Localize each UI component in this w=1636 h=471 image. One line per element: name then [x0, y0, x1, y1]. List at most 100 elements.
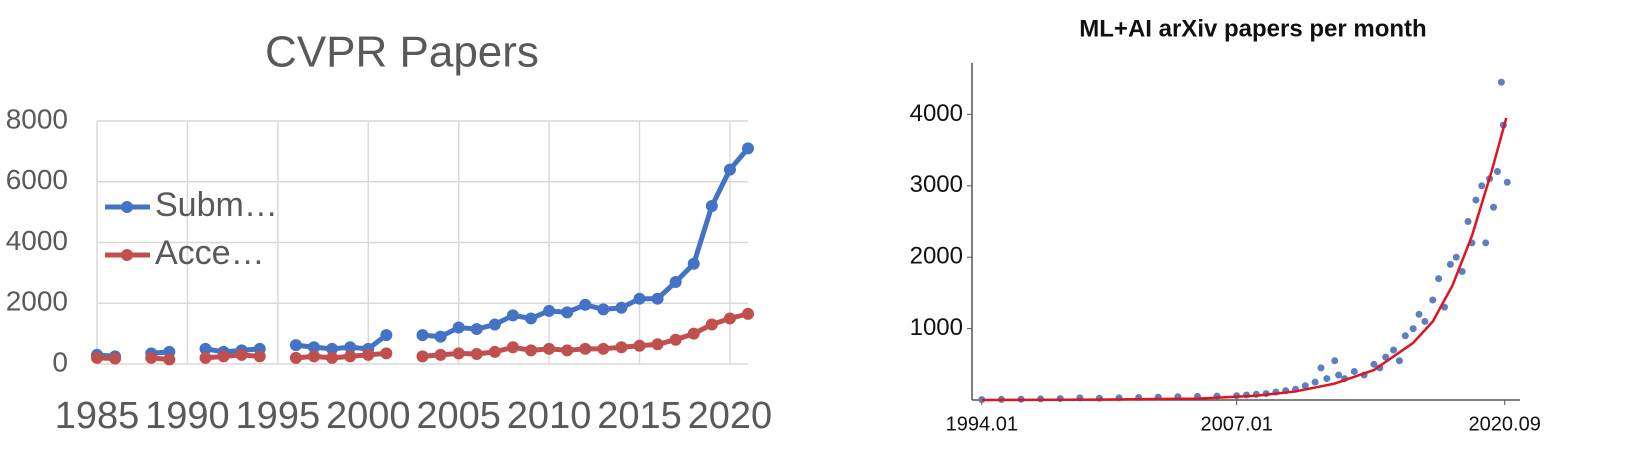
point	[326, 342, 339, 355]
point	[723, 312, 736, 325]
point	[651, 292, 664, 305]
chart-title: ML+AI arXiv papers per month	[1079, 15, 1426, 42]
point	[597, 303, 610, 316]
point	[615, 341, 628, 354]
y-tick-label: 6000	[6, 164, 68, 195]
point	[145, 351, 158, 364]
point	[416, 350, 429, 363]
point	[1390, 346, 1398, 354]
fit-line	[981, 117, 1508, 402]
point	[326, 351, 339, 364]
point	[163, 353, 176, 366]
point	[1323, 375, 1331, 383]
point	[362, 348, 375, 361]
point	[579, 298, 592, 311]
point	[1458, 267, 1466, 275]
x-tick-label: 2000	[326, 395, 411, 437]
point	[742, 142, 754, 155]
point	[1382, 353, 1390, 361]
point	[470, 323, 483, 336]
x-tick-label: 2007.01	[1201, 413, 1273, 435]
point	[742, 307, 754, 320]
series-line	[96, 311, 749, 362]
point	[1331, 357, 1339, 365]
point	[669, 333, 682, 346]
point	[1350, 367, 1358, 375]
point	[687, 327, 700, 340]
point	[525, 312, 537, 325]
point	[452, 321, 465, 334]
y-tick-label: 0	[52, 346, 68, 377]
point	[1482, 239, 1490, 247]
y-tick-label: 1000	[910, 314, 963, 341]
y-tick-label: 2000	[910, 243, 963, 270]
x-tick-label: 1995	[236, 395, 321, 437]
point	[615, 301, 628, 314]
x-tick-label: 2010	[507, 395, 592, 437]
point	[633, 339, 646, 352]
point	[199, 342, 212, 355]
point	[1421, 317, 1429, 325]
point	[416, 329, 429, 342]
y-tick-label: 2000	[6, 286, 68, 317]
point	[705, 318, 718, 331]
point	[723, 163, 736, 176]
point	[1311, 378, 1319, 386]
point	[253, 350, 266, 363]
point	[579, 342, 592, 355]
point	[1429, 296, 1437, 304]
point	[597, 342, 610, 355]
point	[308, 341, 320, 354]
legend-swatch	[121, 249, 133, 261]
x-tick-label: 1994.01	[946, 413, 1018, 435]
legend-label: Subm…	[155, 186, 278, 224]
point	[1335, 371, 1343, 379]
point	[1464, 218, 1472, 226]
point	[1370, 360, 1378, 368]
x-tick-label: 2020	[688, 395, 773, 437]
point	[380, 329, 393, 342]
point	[1503, 178, 1511, 186]
point	[633, 292, 646, 305]
point	[561, 306, 574, 319]
point	[1317, 364, 1325, 372]
point	[1301, 382, 1309, 390]
point	[109, 352, 122, 365]
point	[199, 351, 212, 364]
point	[289, 351, 302, 364]
point	[470, 347, 483, 360]
point	[344, 350, 357, 363]
point	[1409, 325, 1417, 333]
point	[488, 318, 501, 331]
y-tick-label: 4000	[910, 100, 963, 127]
y-tick-label: 4000	[6, 225, 68, 256]
point	[506, 309, 519, 322]
point	[91, 351, 103, 364]
point	[1493, 168, 1501, 176]
point	[308, 350, 320, 363]
point	[434, 348, 447, 361]
x-tick-label: 1985	[55, 395, 140, 437]
chart-title: CVPR Papers	[265, 28, 539, 77]
x-tick-label: 1990	[145, 395, 230, 437]
point	[344, 341, 357, 354]
y-tick-label: 3000	[910, 171, 963, 198]
point	[1472, 196, 1480, 204]
x-tick-label: 2020.09	[1469, 413, 1541, 435]
point	[289, 339, 302, 352]
point	[705, 200, 718, 213]
point	[561, 344, 574, 357]
point	[543, 342, 556, 355]
point	[669, 275, 682, 288]
point	[525, 344, 537, 357]
point	[506, 341, 519, 354]
point	[217, 350, 230, 363]
x-tick-label: 2015	[597, 395, 682, 437]
point	[434, 330, 447, 343]
point	[1401, 332, 1409, 340]
point	[380, 347, 393, 360]
y-tick-label: 8000	[6, 103, 68, 134]
point	[1415, 310, 1423, 318]
point	[1478, 182, 1486, 190]
